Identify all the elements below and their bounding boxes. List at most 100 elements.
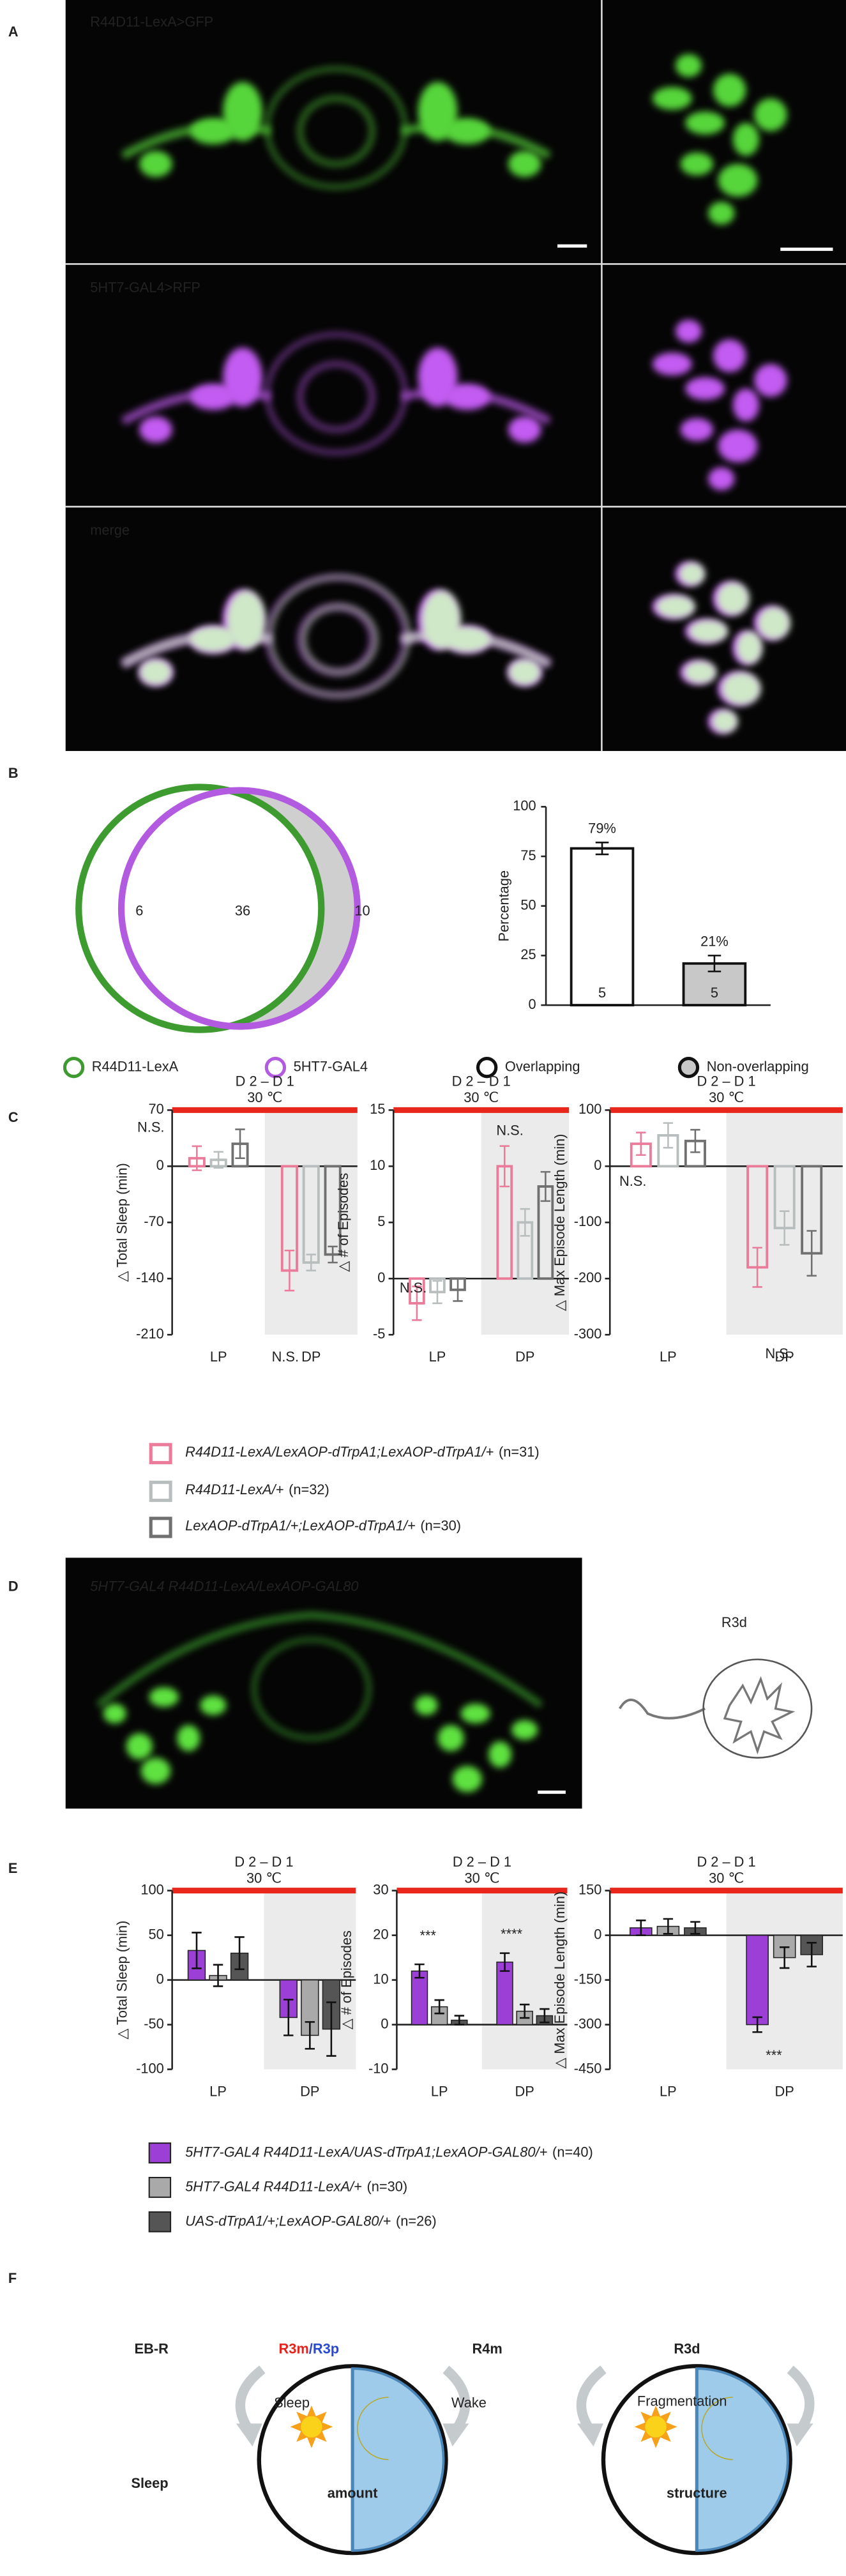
legend-n: (n=30) [420,1517,461,1533]
header: D 2 – D 1 [453,1854,511,1870]
error-bar [412,1285,422,1321]
legend-marker [476,1056,498,1079]
ring [252,1637,372,1741]
image-label: 5HT7-GAL4 R44D11-LexA/LexAOP-GAL80 [90,1578,358,1594]
blob [713,339,746,372]
error-bar [519,2003,530,2019]
micrographs [96,54,833,1794]
ring [296,95,376,167]
legend-swatch [149,1480,172,1503]
legend-label: 5HT7-GAL4 [294,1058,368,1074]
y-tick-label: 0 [156,1971,164,1987]
legend-n: (n=26) [396,2213,437,2229]
blob [177,1725,200,1752]
annotation: *** [419,1927,436,1943]
y-tick-label: 25 [520,946,536,962]
annotation: *** [766,2047,782,2063]
neuron-labels: R3m/R3p [279,2340,340,2356]
arrow [442,2365,471,2433]
blob [488,1741,512,1768]
y-tick-label: 10 [370,1157,385,1173]
blob [732,123,759,156]
header: D 2 – D 1 [236,1073,294,1089]
error-bar [192,1145,202,1171]
blob [460,1703,490,1724]
y-tick-label: 0 [594,1926,601,1942]
panel-label: A [8,24,19,40]
blob [437,1725,464,1752]
panel-label: B [8,765,19,781]
error-bar [305,2021,315,2050]
legend-name: 5HT7-GAL4 R44D11-LexA/+ [185,2178,362,2194]
shade [481,1890,568,2070]
circle-label: structure [667,2485,727,2501]
row-label: Sleep [131,2475,168,2491]
image-label: merge [90,522,130,538]
arrow-head [577,2423,603,2447]
legend-label: Non-overlapping [707,1058,809,1074]
header: 30 ℃ [247,1089,282,1105]
header: D 2 – D 1 [697,1854,755,1870]
y-tick-label: -140 [136,1269,164,1285]
blob [688,619,729,643]
blob [680,418,713,441]
legend-name: 5HT7-GAL4 R44D11-LexA/UAS-dTrpA1;LexAOP-… [185,2144,547,2160]
error-bar [235,1128,245,1160]
legend-name: R44D11-LexA/+ [185,1481,283,1497]
y-tick-label: 20 [373,1926,388,1942]
legend-marker [677,1056,700,1079]
arrow-head [787,2423,813,2447]
legend-swatch [148,2142,172,2163]
y-tick-label: 15 [370,1101,385,1117]
arrow [235,2365,266,2433]
header: 30 ℃ [709,1870,744,1886]
error-bar [636,1132,646,1156]
blob [656,595,695,619]
y-axis-label: △ # of Episodes [338,1930,354,2029]
legend-marker [63,1056,85,1079]
neuron-axon [618,1699,706,1720]
error-bar [779,1210,790,1246]
blob [226,590,266,649]
error-bar [234,1936,245,1971]
blob [444,117,490,144]
annotation: N.S. [765,1345,792,1361]
header: D 2 – D 1 [234,1854,293,1870]
image-label: 5HT7-GAL4>RFP [90,280,200,296]
error-bar [328,1245,338,1264]
error-bar [595,841,609,856]
error-bar [663,1122,674,1149]
venn-count: 36 [235,902,250,918]
image-label: R44D11-LexA>GFP [90,14,213,30]
blob [444,626,490,653]
night-half [695,2367,789,2552]
error-bar [499,1952,510,1972]
y-tick-label: 100 [513,798,536,814]
r3m: R3m [279,2340,309,2356]
legend-swatch [148,2176,172,2198]
blob [200,1695,227,1715]
blob [683,660,717,684]
blob [508,416,541,443]
y-tick-label: -10 [368,2060,389,2076]
neuron-arbor [723,1676,796,1755]
y-tick-label: 0 [377,1269,385,1285]
blob [103,1703,126,1724]
y-axis-label: △ Max Episode Length (min) [552,1134,568,1311]
blob [718,429,758,463]
y-tick-label: -450 [574,2060,602,2076]
y-tick-label: -300 [574,1326,602,1342]
venn-count: 10 [354,902,370,918]
legend-name: R44D11-LexA/LexAOP-dTrpA1;LexAOP-dTrpA1/… [185,1444,494,1460]
blob [190,117,236,144]
error-bar [499,1145,510,1188]
legend-label: LexAOP-dTrpA1/+;LexAOP-dTrpA1/+ (n=30) [185,1517,461,1533]
error-bar [283,1999,294,2036]
diagram-label: R3d [721,1614,747,1630]
legend-marker [264,1056,287,1079]
value-label: 21% [700,934,729,950]
y-tick-label: -150 [574,1971,602,1987]
error-bar [213,1964,223,1987]
blob [754,98,787,132]
